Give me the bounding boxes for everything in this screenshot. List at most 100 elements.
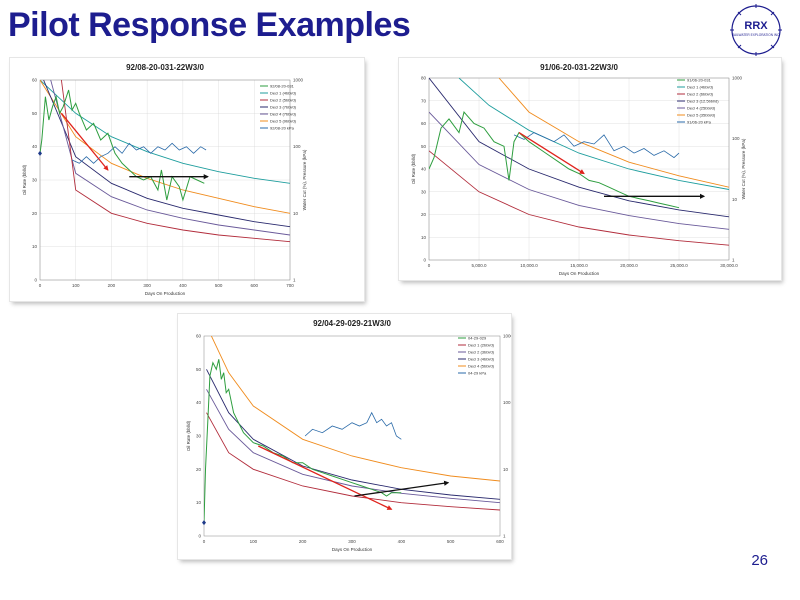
x-tick-label: 600 [496, 539, 504, 544]
x-axis-title: Days On Production [559, 271, 600, 276]
legend-label: Decl 4 (25bbl/d) [687, 106, 716, 111]
x-tick-label: 200 [108, 283, 116, 288]
legend-label: 04-29 kPa [468, 371, 487, 376]
y-tick-label: 10 [32, 244, 38, 249]
plot-frame [39, 79, 291, 281]
logo-subtext: RAILWATER EXPLORATION INC. [732, 33, 781, 37]
legend-label: 92/08-20-031 [270, 84, 295, 89]
y2-tick-label: 1000 [732, 76, 743, 81]
start-marker [202, 520, 206, 526]
start-marker [38, 150, 42, 156]
y-tick-label: 60 [196, 334, 202, 339]
x-tick-label: 20,000.0 [620, 263, 638, 268]
decline-trend-arrow [60, 112, 109, 171]
legend-label: Decl 2 (3bbl/d) [468, 350, 495, 355]
plot-frame [203, 335, 501, 537]
x-tick-label: 0 [39, 283, 42, 288]
x-tick-label: 15,000.0 [570, 263, 588, 268]
y2-tick-label: 10 [732, 197, 738, 202]
decline-curve [458, 78, 729, 190]
x-tick-label: 700 [286, 283, 294, 288]
y-tick-label: 50 [421, 144, 427, 149]
y-tick-label: 0 [34, 278, 37, 283]
y2-tick-label: 10 [293, 211, 299, 216]
x-tick-label: 100 [250, 539, 258, 544]
legend-label: Decl 2 (6bbl/d) [687, 92, 714, 97]
decline-curve [60, 80, 290, 243]
y-tick-label: 0 [198, 534, 201, 539]
plot-area [40, 80, 290, 243]
legend-label: 04-29-029 [468, 336, 487, 341]
legend-label: Decl 3 (12.5bbl/d) [687, 99, 719, 104]
chart-title: 92/04-29-029-21W3/0 [313, 319, 391, 328]
decline-curve [40, 80, 290, 184]
y2-axis-title: Water Cut (%), Pressure (kPa) [302, 149, 307, 210]
y-tick-label: 40 [196, 400, 202, 405]
y-tick-label: 20 [196, 467, 202, 472]
y2-tick-label: 1 [293, 278, 296, 283]
y-tick-label: 40 [421, 167, 427, 172]
legend-label: Decl 5 (35bbl/d) [687, 113, 716, 118]
decline-curve [429, 78, 729, 218]
decline-curve [210, 336, 500, 482]
y2-tick-label: 1 [503, 534, 506, 539]
legend-label: Decl 3 (7bbl/d) [270, 105, 297, 110]
y-tick-label: 10 [421, 235, 427, 240]
legend-label: Decl 1 (2bbl/d) [468, 343, 495, 348]
x-tick-label: 5,000.0 [471, 263, 487, 268]
y2-tick-label: 100 [293, 144, 301, 149]
y-tick-label: 80 [421, 76, 427, 81]
y-tick-label: 20 [32, 211, 38, 216]
legend-label: 92/08-20 kPa [270, 126, 295, 131]
y2-tick-label: 100 [503, 400, 511, 405]
y-tick-label: 50 [32, 111, 38, 116]
y-axis-title: Oil Rate (bbl/d) [186, 420, 191, 451]
x-axis-title: Days On Production [332, 547, 373, 552]
x-tick-label: 30,000.0 [720, 263, 738, 268]
pressure-series [304, 411, 402, 440]
y-tick-label: 60 [32, 78, 38, 83]
y-tick-label: 0 [423, 258, 426, 263]
x-tick-label: 0 [428, 263, 431, 268]
x-tick-label: 500 [215, 283, 223, 288]
y-tick-label: 30 [421, 189, 427, 194]
chart-panel-08-20: 92/08-20-031-22W3/0 0 10 20 30 40 50 60 0 100 200 3… [10, 58, 364, 301]
y-tick-label: 10 [196, 500, 202, 505]
y-tick-label: 30 [32, 178, 38, 183]
decline-trend-arrow [257, 445, 393, 510]
x-tick-label: 25,000.0 [670, 263, 688, 268]
x-tick-label: 300 [348, 539, 356, 544]
y2-tick-label: 10 [503, 467, 509, 472]
y2-tick-label: 1 [732, 258, 735, 263]
x-tick-label: 10,000.0 [520, 263, 538, 268]
y-axis-title: Oil Rate (bbl/d) [411, 153, 416, 184]
x-tick-label: 300 [143, 283, 151, 288]
chart-panel-06-20: 91/06-20-031-22W3/0 0 10 20 30 40 50 60 70 80 0 5,0… [399, 58, 781, 280]
oil-rate-series [204, 359, 402, 523]
y-tick-label: 30 [196, 434, 202, 439]
decline-curve [206, 389, 500, 504]
decline-curve [50, 80, 290, 236]
chart-panel-04-29: 92/04-29-029-21W3/0 0 10 20 30 40 50 60 0 100 200 3… [178, 314, 511, 559]
y-axis-title: Oil Rate (bbl/d) [22, 164, 27, 195]
x-tick-label: 200 [299, 539, 307, 544]
x-tick-label: 600 [251, 283, 259, 288]
chart-title: 92/08-20-031-22W3/0 [126, 63, 204, 72]
decline-curve [43, 80, 290, 228]
y-tick-label: 50 [196, 367, 202, 372]
y2-axis-title: Water Cut (%), Pressure (kPa) [741, 138, 746, 199]
y2-tick-label: 1000 [293, 78, 304, 83]
y-tick-label: 70 [421, 98, 427, 103]
decline-curve [206, 412, 500, 511]
legend-label: Decl 1 (4bbl/d) [687, 85, 714, 90]
x-tick-label: 400 [398, 539, 406, 544]
plot-area [429, 78, 729, 246]
y2-tick-label: 100 [732, 136, 740, 141]
legend-label: Decl 4 (5bbl/d) [468, 364, 495, 369]
page-number: 26 [751, 552, 768, 569]
decline-curve [40, 80, 290, 214]
rrx-logo: RRX RAILWATER EXPLORATION INC. [724, 2, 788, 60]
y2-tick-label: 1000 [503, 334, 511, 339]
pressure-series [513, 132, 680, 159]
legend-label: Decl 2 (5bbl/d) [270, 98, 297, 103]
